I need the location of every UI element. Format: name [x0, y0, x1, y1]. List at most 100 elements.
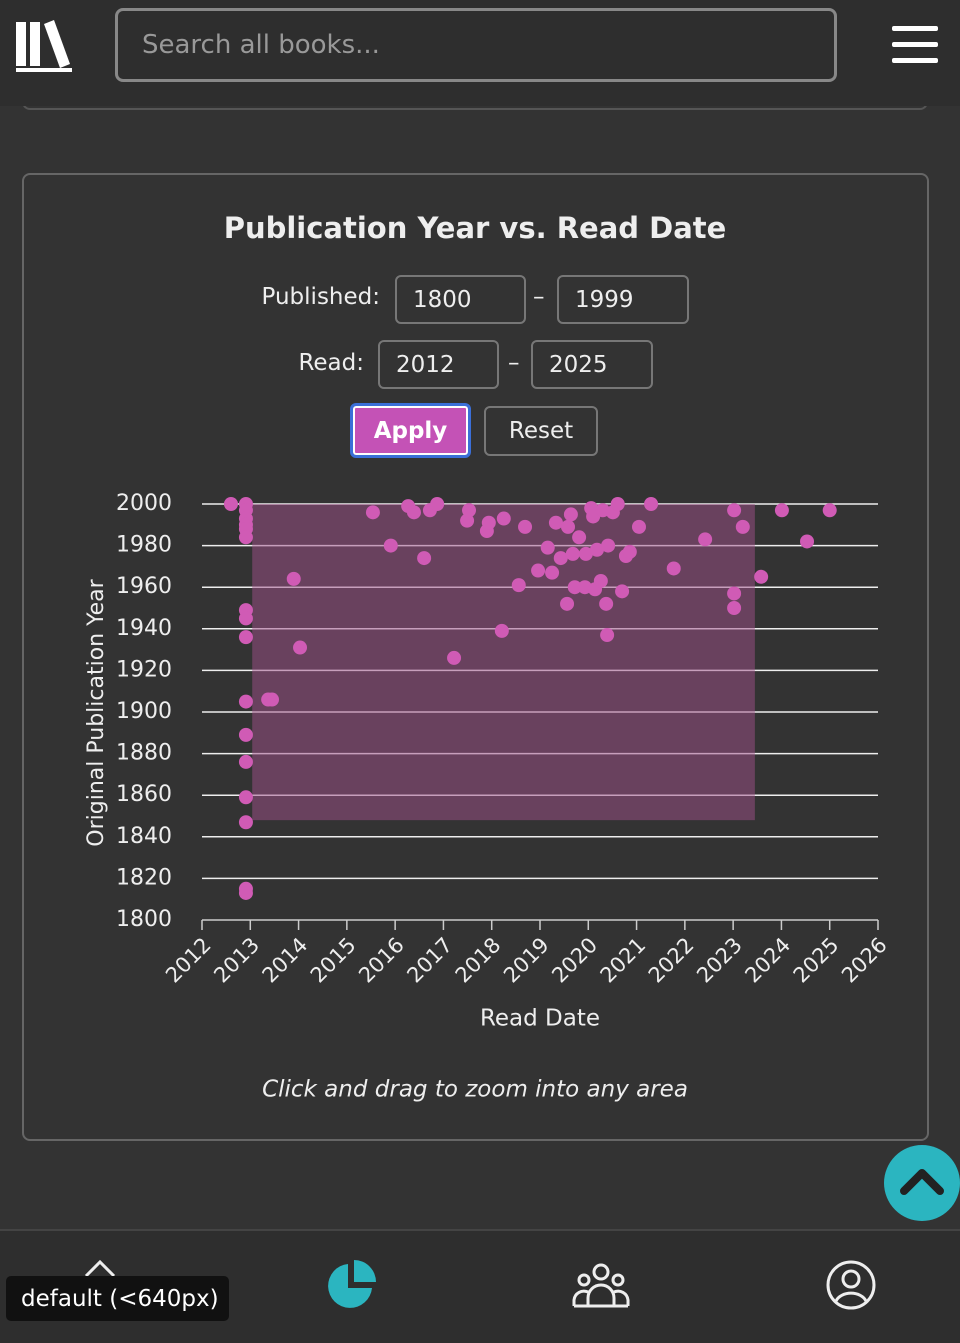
x-tick-label: 2024: [740, 933, 795, 988]
logo[interactable]: [14, 18, 74, 74]
data-point: [610, 497, 625, 511]
y-tick-label: 1920: [116, 657, 172, 682]
data-point: [545, 565, 560, 580]
y-tick-label: 1860: [116, 782, 172, 807]
data-point: [223, 497, 238, 511]
x-tick-label: 2016: [354, 933, 409, 988]
data-point: [417, 551, 432, 566]
data-point: [589, 542, 604, 557]
x-tick-label: 2019: [499, 933, 554, 988]
apply-button[interactable]: Apply: [350, 403, 471, 458]
data-point: [238, 754, 253, 769]
x-tick-label: 2023: [692, 933, 747, 988]
breakpoint-badge: default (<640px): [6, 1276, 229, 1321]
read-label: Read:: [298, 350, 364, 376]
data-point: [800, 534, 815, 549]
range-separator: –: [508, 350, 520, 376]
data-point: [593, 573, 608, 588]
data-point: [531, 563, 546, 578]
published-from[interactable]: 1800: [395, 275, 526, 324]
data-point: [238, 530, 253, 545]
data-point: [601, 538, 616, 553]
x-tick-label: 2012: [161, 933, 216, 988]
y-tick-label: 1940: [116, 616, 172, 641]
x-tick-label: 2014: [258, 933, 313, 988]
data-point: [406, 505, 421, 520]
data-point: [238, 611, 253, 626]
data-point: [286, 571, 301, 586]
nav-community-icon[interactable]: [572, 1262, 630, 1310]
data-point: [238, 815, 253, 830]
data-point: [578, 546, 593, 561]
data-point: [560, 596, 575, 611]
data-point: [383, 538, 398, 553]
data-point: [572, 530, 587, 545]
data-point: [561, 519, 576, 534]
chart-card: [22, 173, 929, 1141]
data-point: [460, 513, 475, 528]
data-point: [238, 694, 253, 709]
published-label: Published:: [261, 284, 380, 310]
data-point: [727, 503, 742, 518]
data-point: [727, 586, 742, 601]
data-point: [293, 640, 308, 655]
data-point: [644, 497, 659, 511]
data-point: [496, 511, 511, 526]
data-point: [265, 692, 280, 707]
x-tick-label: 2018: [451, 933, 506, 988]
x-tick-label: 2017: [402, 933, 457, 988]
nav-profile-icon[interactable]: [825, 1259, 877, 1311]
data-point: [600, 628, 615, 643]
shaded-region: [252, 504, 755, 821]
hint: Click and drag to zoom into any area: [262, 1077, 688, 1103]
nav-up-icon[interactable]: [84, 1258, 116, 1278]
data-point: [238, 790, 253, 805]
data-point: [553, 551, 568, 566]
x-tick-label: 2015: [306, 933, 361, 988]
reset-button[interactable]: Reset: [484, 406, 598, 456]
data-point: [511, 578, 526, 593]
data-point: [462, 503, 477, 518]
data-point: [666, 561, 681, 576]
y-tick-label: 1980: [116, 533, 172, 558]
data-point: [238, 885, 253, 900]
data-point: [540, 540, 555, 555]
data-point: [238, 727, 253, 742]
data-point: [622, 544, 637, 559]
data-point: [365, 505, 380, 520]
data-point: [548, 515, 563, 530]
y-tick-label: 2000: [116, 491, 172, 516]
data-point: [631, 519, 646, 534]
data-point: [599, 596, 614, 611]
nav-stats-icon[interactable]: [324, 1258, 378, 1312]
data-point: [735, 519, 750, 534]
top-bar-cover: [0, 0, 960, 106]
x-tick-label: 2020: [547, 933, 602, 988]
data-point: [563, 507, 578, 522]
data-point: [615, 584, 630, 599]
y-tick-label: 1820: [116, 865, 172, 890]
x-tick-label: 2025: [789, 933, 844, 988]
data-point: [481, 515, 496, 530]
data-point: [567, 580, 582, 595]
scroll-top-button[interactable]: [884, 1145, 960, 1221]
x-tick-label: 2022: [644, 933, 699, 988]
menu-icon[interactable]: [890, 24, 940, 66]
chart[interactable]: Publication Year vs. Read Date Read Date…: [0, 0, 960, 1140]
published-to[interactable]: 1999: [557, 275, 689, 324]
y-tick-label: 1840: [116, 824, 172, 849]
data-point: [774, 503, 789, 518]
data-point: [565, 546, 580, 561]
read-to[interactable]: 2025: [531, 340, 653, 389]
read-from[interactable]: 2012: [378, 340, 499, 389]
data-point: [518, 519, 533, 534]
y-tick-label: 1900: [116, 699, 172, 724]
x-tick-label: 2013: [209, 933, 264, 988]
search-box[interactable]: Search all books...: [115, 8, 837, 82]
chart-title: Publication Year vs. Read Date: [224, 211, 727, 245]
y-tick-label: 1880: [116, 741, 172, 766]
y-tick-label: 1960: [116, 574, 172, 599]
x-axis-label: Read Date: [480, 1006, 600, 1032]
data-point: [754, 569, 769, 584]
